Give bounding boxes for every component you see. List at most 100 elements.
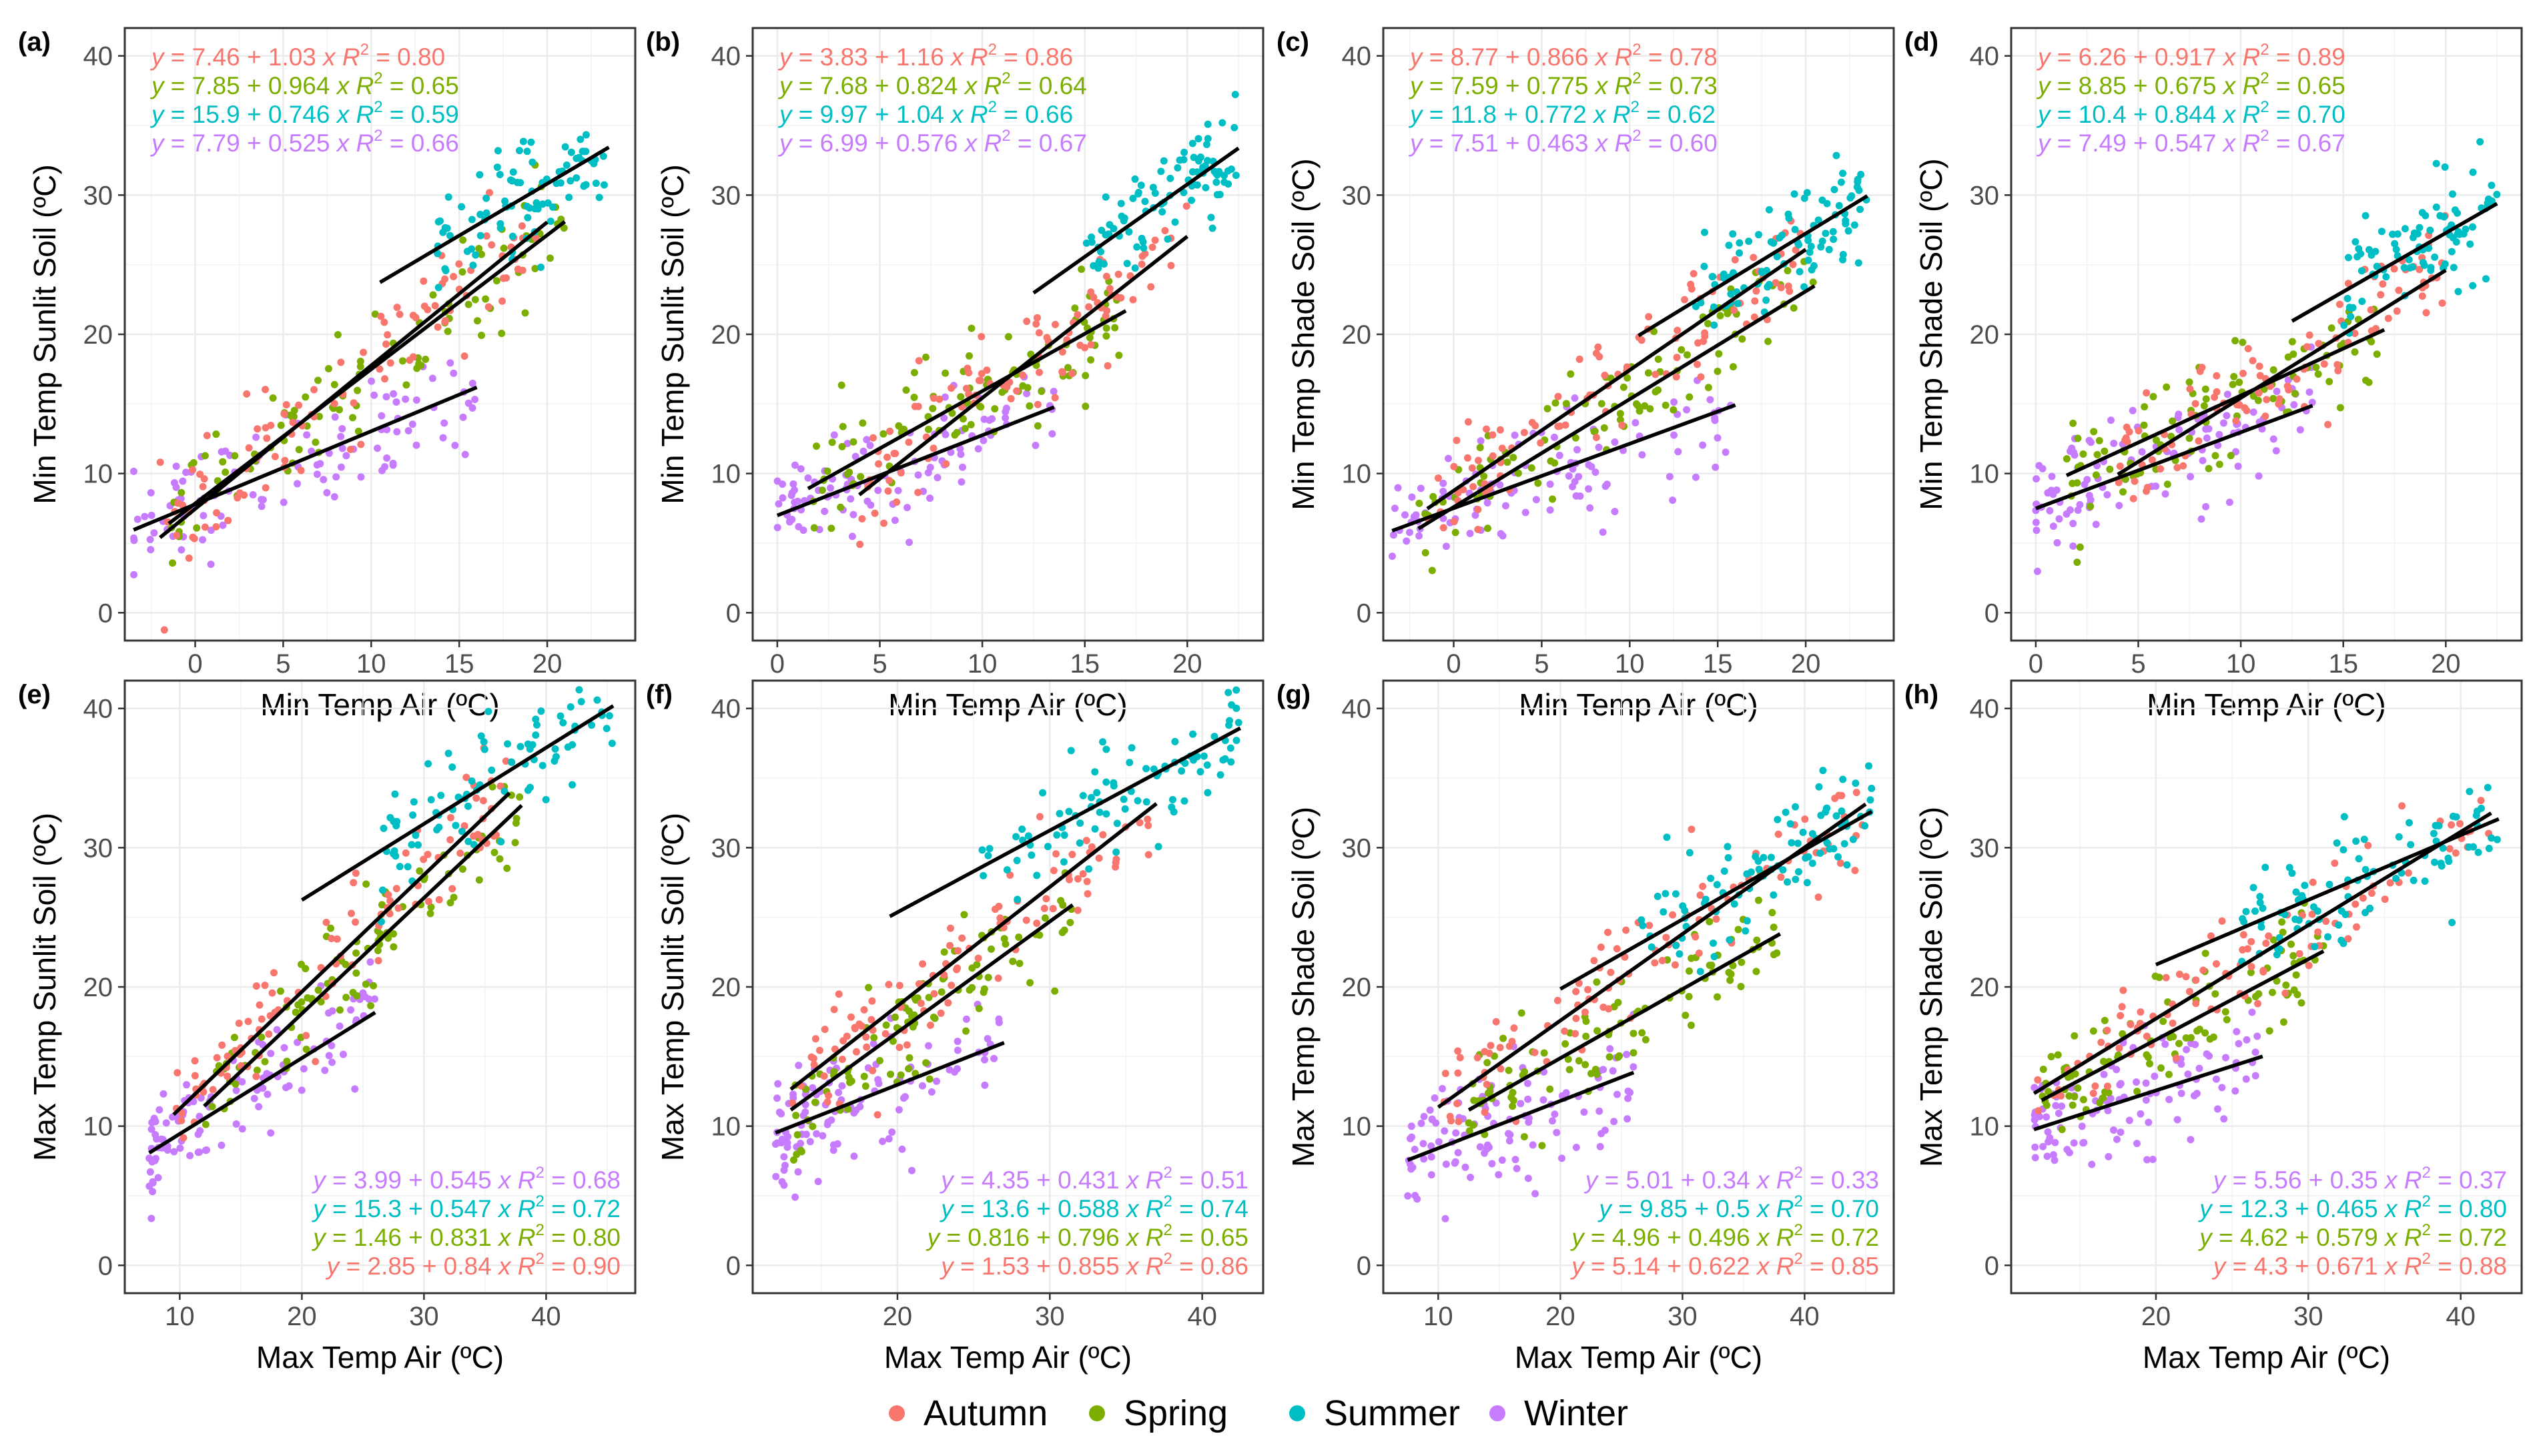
regression-equation: y = 10.4 + 0.844 x R2 = 0.70 [2036, 98, 2345, 128]
data-point-spring [2230, 372, 2238, 380]
data-point-summer [1139, 238, 1147, 246]
data-point-summer [1131, 264, 1139, 272]
panel-border [123, 679, 637, 1295]
data-point-winter [471, 396, 479, 404]
data-point-autumn [185, 554, 193, 562]
data-point-spring [2119, 488, 2127, 496]
data-point-summer [1123, 260, 1131, 268]
data-point-spring [1015, 934, 1023, 942]
y-axis-label: Min Temp Shade Soil (ºC) [1286, 158, 1321, 510]
data-point-summer [1823, 839, 1831, 847]
data-point-autumn [174, 499, 182, 507]
data-point-summer [1755, 865, 1763, 873]
data-point-autumn [2185, 988, 2193, 996]
data-point-summer [434, 284, 442, 292]
data-point-spring [1629, 1049, 1638, 1057]
data-point-autumn [462, 773, 470, 781]
data-point-autumn [995, 902, 1003, 910]
y-tick-label: 20 [711, 973, 741, 1002]
data-point-winter [773, 1094, 781, 1102]
data-point-summer [1840, 840, 1848, 848]
data-point-winter [1419, 1140, 1427, 1148]
data-point-spring [2073, 479, 2081, 487]
legend: Autumn Spring Summer Winter [889, 1393, 1628, 1433]
data-point-spring [2265, 1027, 2273, 1035]
data-point-summer [2421, 877, 2429, 885]
data-point-winter [2269, 435, 2277, 443]
data-point-autumn [1774, 830, 1782, 838]
data-point-summer [2488, 181, 2496, 190]
y-tick-label: 30 [83, 181, 113, 210]
data-point-winter [2177, 1060, 2185, 1068]
data-point-autumn [885, 980, 893, 988]
data-point-autumn [243, 390, 251, 398]
data-point-spring [1415, 499, 1423, 507]
data-point-autumn [2243, 406, 2251, 414]
data-point-spring [2269, 366, 2277, 374]
data-point-summer [1226, 717, 1234, 725]
data-point-autumn [384, 331, 392, 339]
data-point-winter [827, 484, 835, 492]
data-point-spring [2292, 971, 2300, 979]
fit-line-autumn [2033, 811, 2492, 1095]
data-point-winter [1403, 537, 1411, 545]
data-point-autumn [868, 997, 876, 1005]
data-point-winter [2051, 1138, 2059, 1146]
data-point-winter [459, 413, 467, 421]
x-tick-label: 10 [1615, 649, 1645, 679]
data-point-summer [2405, 256, 2413, 264]
data-point-spring [2079, 1096, 2087, 1104]
data-point-summer [1110, 782, 1118, 790]
data-point-winter [1596, 1142, 1604, 1150]
data-point-spring [477, 250, 485, 258]
data-point-autumn [2359, 894, 2367, 902]
data-point-summer [482, 209, 490, 217]
data-point-winter [1409, 1163, 1417, 1171]
fit-line-summer [1638, 194, 1868, 338]
data-point-autumn [2393, 307, 2401, 315]
data-point-winter [267, 1050, 275, 1058]
data-point-winter [2043, 1152, 2051, 1160]
data-point-winter [2218, 1084, 2226, 1092]
data-point-summer [533, 721, 541, 729]
regression-equation: y = 9.85 + 0.5 x R2 = 0.70 [1597, 1192, 1879, 1222]
data-point-winter [891, 516, 899, 524]
data-point-spring [367, 1002, 375, 1010]
x-tick-label: 15 [1703, 649, 1733, 679]
data-point-autumn [271, 452, 279, 460]
panel-border [2010, 679, 2523, 1295]
data-point-spring [511, 839, 519, 847]
data-point-summer [1709, 273, 1717, 281]
data-point-spring [865, 984, 873, 992]
data-point-spring [1754, 896, 1762, 904]
data-point-summer [2345, 304, 2353, 312]
data-point-autumn [173, 531, 181, 539]
fit-line-winter [148, 1011, 376, 1155]
data-point-winter [2113, 1135, 2121, 1143]
data-point-summer [1200, 752, 1208, 760]
data-point-autumn [2182, 973, 2190, 981]
data-point-summer [497, 837, 505, 845]
data-point-autumn [450, 272, 458, 280]
data-point-summer [1014, 895, 1022, 903]
data-point-spring [2211, 990, 2219, 998]
data-point-summer [1808, 859, 1816, 867]
data-point-summer [2355, 855, 2363, 863]
data-point-winter [2044, 1128, 2052, 1136]
data-point-summer [2409, 234, 2417, 242]
fit-line-spring [789, 903, 1074, 1112]
data-point-summer [444, 749, 452, 757]
data-point-spring [830, 1068, 838, 1076]
data-point-summer [2430, 858, 2438, 866]
data-point-summer [2449, 812, 2457, 820]
data-point-winter [2243, 1036, 2251, 1044]
data-point-summer [1729, 230, 1737, 238]
fit-line-autumn [2117, 268, 2447, 476]
data-point-winter [147, 546, 155, 554]
data-point-autumn [482, 232, 490, 240]
data-point-summer [1784, 878, 1792, 886]
data-point-autumn [1690, 270, 1698, 278]
data-point-autumn [280, 410, 288, 418]
data-point-autumn [1669, 911, 1677, 919]
data-point-spring [317, 998, 325, 1006]
